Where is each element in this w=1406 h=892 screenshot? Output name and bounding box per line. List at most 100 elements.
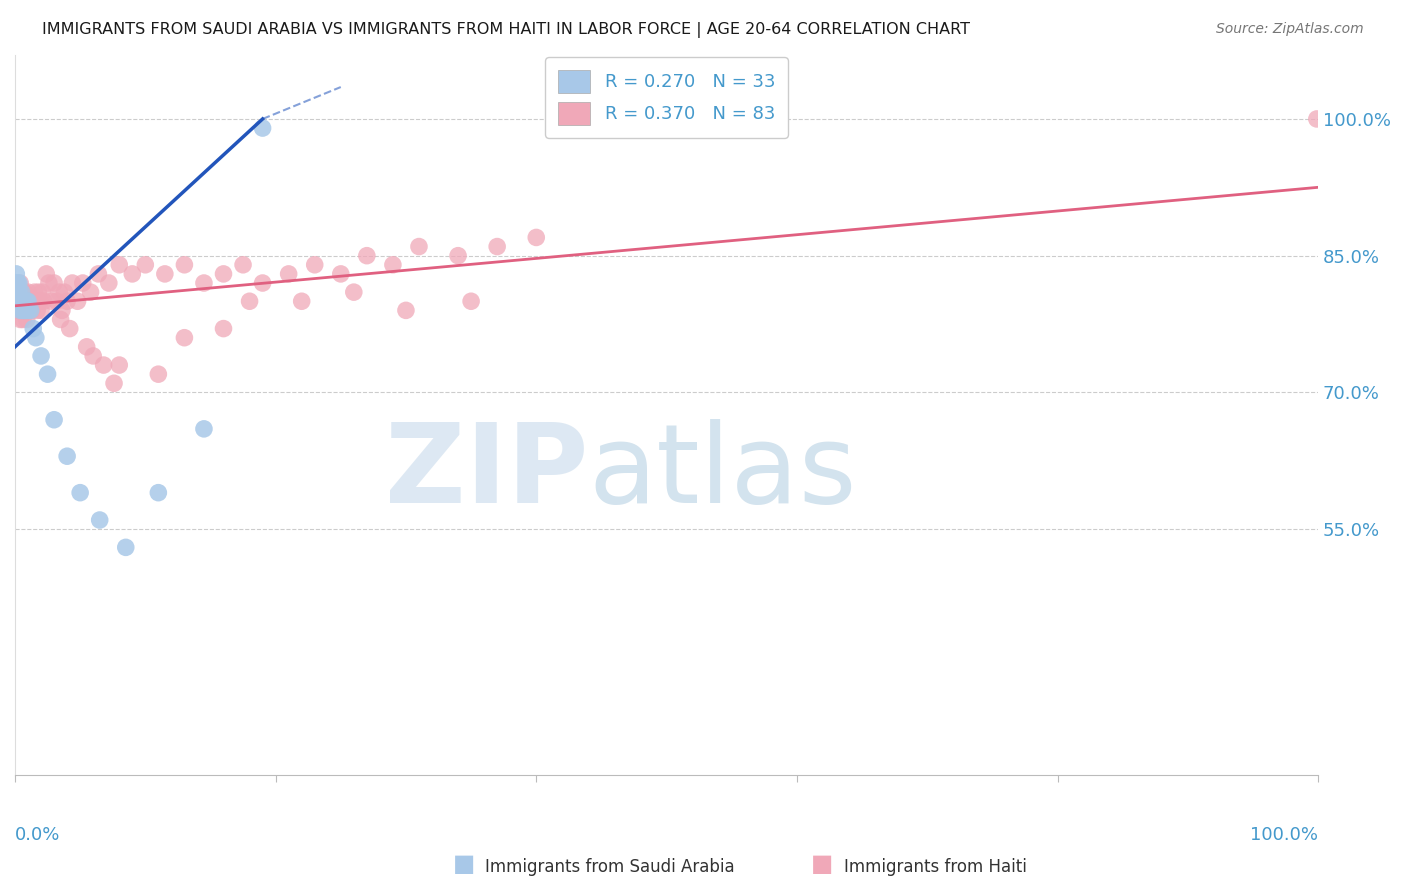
Text: ■: ■ [811,852,834,876]
Point [7,276,30,290]
Point [24,331,46,345]
Point [10,294,32,309]
Point [17,285,39,300]
Point [8,303,31,318]
Point [252,121,274,136]
Point [14,303,37,318]
Point [20,303,42,318]
Text: Immigrants from Saudi Arabia: Immigrants from Saudi Arabia [485,858,735,876]
Point [25,303,48,318]
Point [8,276,31,290]
Point [173,258,195,272]
Point [11,294,34,309]
Point [7,303,30,318]
Point [486,239,509,253]
Point [356,249,378,263]
Point [18,294,41,309]
Point [21,303,44,318]
Point [24,294,46,309]
Point [7,294,30,309]
Point [49,312,72,326]
Point [79,285,101,300]
Point [13,294,35,309]
Point [460,294,482,309]
Point [11,312,34,326]
Point [7,303,30,318]
Point [153,267,176,281]
Point [11,303,34,318]
Point [6,276,28,290]
Point [45,294,67,309]
Point [97,276,120,290]
Point [14,303,37,318]
Point [1306,112,1329,126]
Point [277,267,299,281]
Point [59,321,82,335]
Text: 100.0%: 100.0% [1250,826,1319,844]
Point [35,267,58,281]
Point [20,294,42,309]
Point [82,349,104,363]
Point [30,303,52,318]
Point [8,294,31,309]
Point [10,303,32,318]
Legend: R = 0.270   N = 33, R = 0.370   N = 83: R = 0.270 N = 33, R = 0.370 N = 83 [546,57,787,137]
Point [15,294,38,309]
Point [6,285,28,300]
Point [7,294,30,309]
Point [27,285,49,300]
Point [193,422,215,436]
Point [48,285,70,300]
Point [56,294,79,309]
Point [7,285,30,300]
Point [38,276,60,290]
Point [31,285,53,300]
Point [7,285,30,300]
Point [41,294,63,309]
Point [6,294,28,309]
Point [30,349,52,363]
Point [15,312,38,326]
Text: IMMIGRANTS FROM SAUDI ARABIA VS IMMIGRANTS FROM HAITI IN LABOR FORCE | AGE 20-64: IMMIGRANTS FROM SAUDI ARABIA VS IMMIGRAN… [42,22,970,38]
Point [8,294,31,309]
Point [10,294,32,309]
Point [239,294,262,309]
Point [56,449,79,463]
Point [134,258,156,272]
Point [13,285,35,300]
Point [37,367,59,381]
Point [13,303,35,318]
Point [7,276,30,290]
Point [103,376,125,391]
Point [42,276,65,290]
Point [408,239,430,253]
Point [291,294,314,309]
Point [42,413,65,427]
Point [32,294,55,309]
Point [17,303,39,318]
Point [212,321,235,335]
Point [87,267,110,281]
Text: 0.0%: 0.0% [15,826,60,844]
Point [7,294,30,309]
Point [53,285,76,300]
Point [252,276,274,290]
Point [212,267,235,281]
Point [22,294,45,309]
Point [7,285,30,300]
Point [173,331,195,345]
Point [121,267,143,281]
Point [22,321,45,335]
Point [193,276,215,290]
Point [72,276,94,290]
Text: ■: ■ [453,852,475,876]
Point [13,303,35,318]
Point [17,294,39,309]
Point [10,285,32,300]
Point [28,294,51,309]
Point [93,358,115,372]
Point [524,230,547,244]
Point [381,258,404,272]
Point [395,303,418,318]
Point [447,249,470,263]
